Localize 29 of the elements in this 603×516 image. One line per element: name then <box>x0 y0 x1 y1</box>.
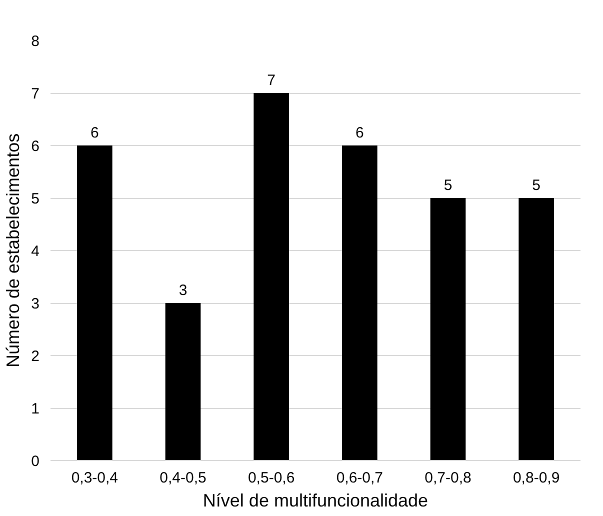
bar <box>254 93 289 460</box>
y-tick-label: 3 <box>31 296 40 312</box>
y-tick-label: 1 <box>31 400 40 418</box>
y-tick-label: 8 <box>31 33 40 50</box>
x-tick-label: 0,3-0,4 <box>71 470 118 486</box>
y-tick-label: 0 <box>31 453 40 470</box>
y-tick-label: 7 <box>31 86 40 102</box>
bar <box>77 146 112 460</box>
data-label: 7 <box>267 72 276 89</box>
bar <box>342 146 378 460</box>
y-tick-label: 5 <box>31 190 40 208</box>
data-label: 5 <box>444 177 452 194</box>
y-tick-label: 4 <box>31 243 40 260</box>
y-tick-label: 6 <box>31 138 40 155</box>
data-label: 5 <box>532 177 541 194</box>
x-tick-label: 0,5-0,6 <box>248 470 295 486</box>
bar <box>518 198 554 460</box>
bar <box>165 303 201 460</box>
y-tick-label: 2 <box>31 348 40 365</box>
data-label: 6 <box>355 124 364 142</box>
x-axis-title: Nível de multifuncionalidade <box>202 490 428 510</box>
x-tick-label: 0,4-0,5 <box>160 470 206 486</box>
bar <box>430 198 466 460</box>
data-label: 6 <box>90 124 99 142</box>
y-axis-title: Número de estabelecimentos <box>3 133 24 368</box>
x-tick-label: 0,6-0,7 <box>336 470 384 486</box>
x-tick-label: 0,8-0,9 <box>512 470 560 486</box>
x-tick-label: 0,7-0,8 <box>424 470 472 486</box>
data-label: 3 <box>178 282 188 299</box>
